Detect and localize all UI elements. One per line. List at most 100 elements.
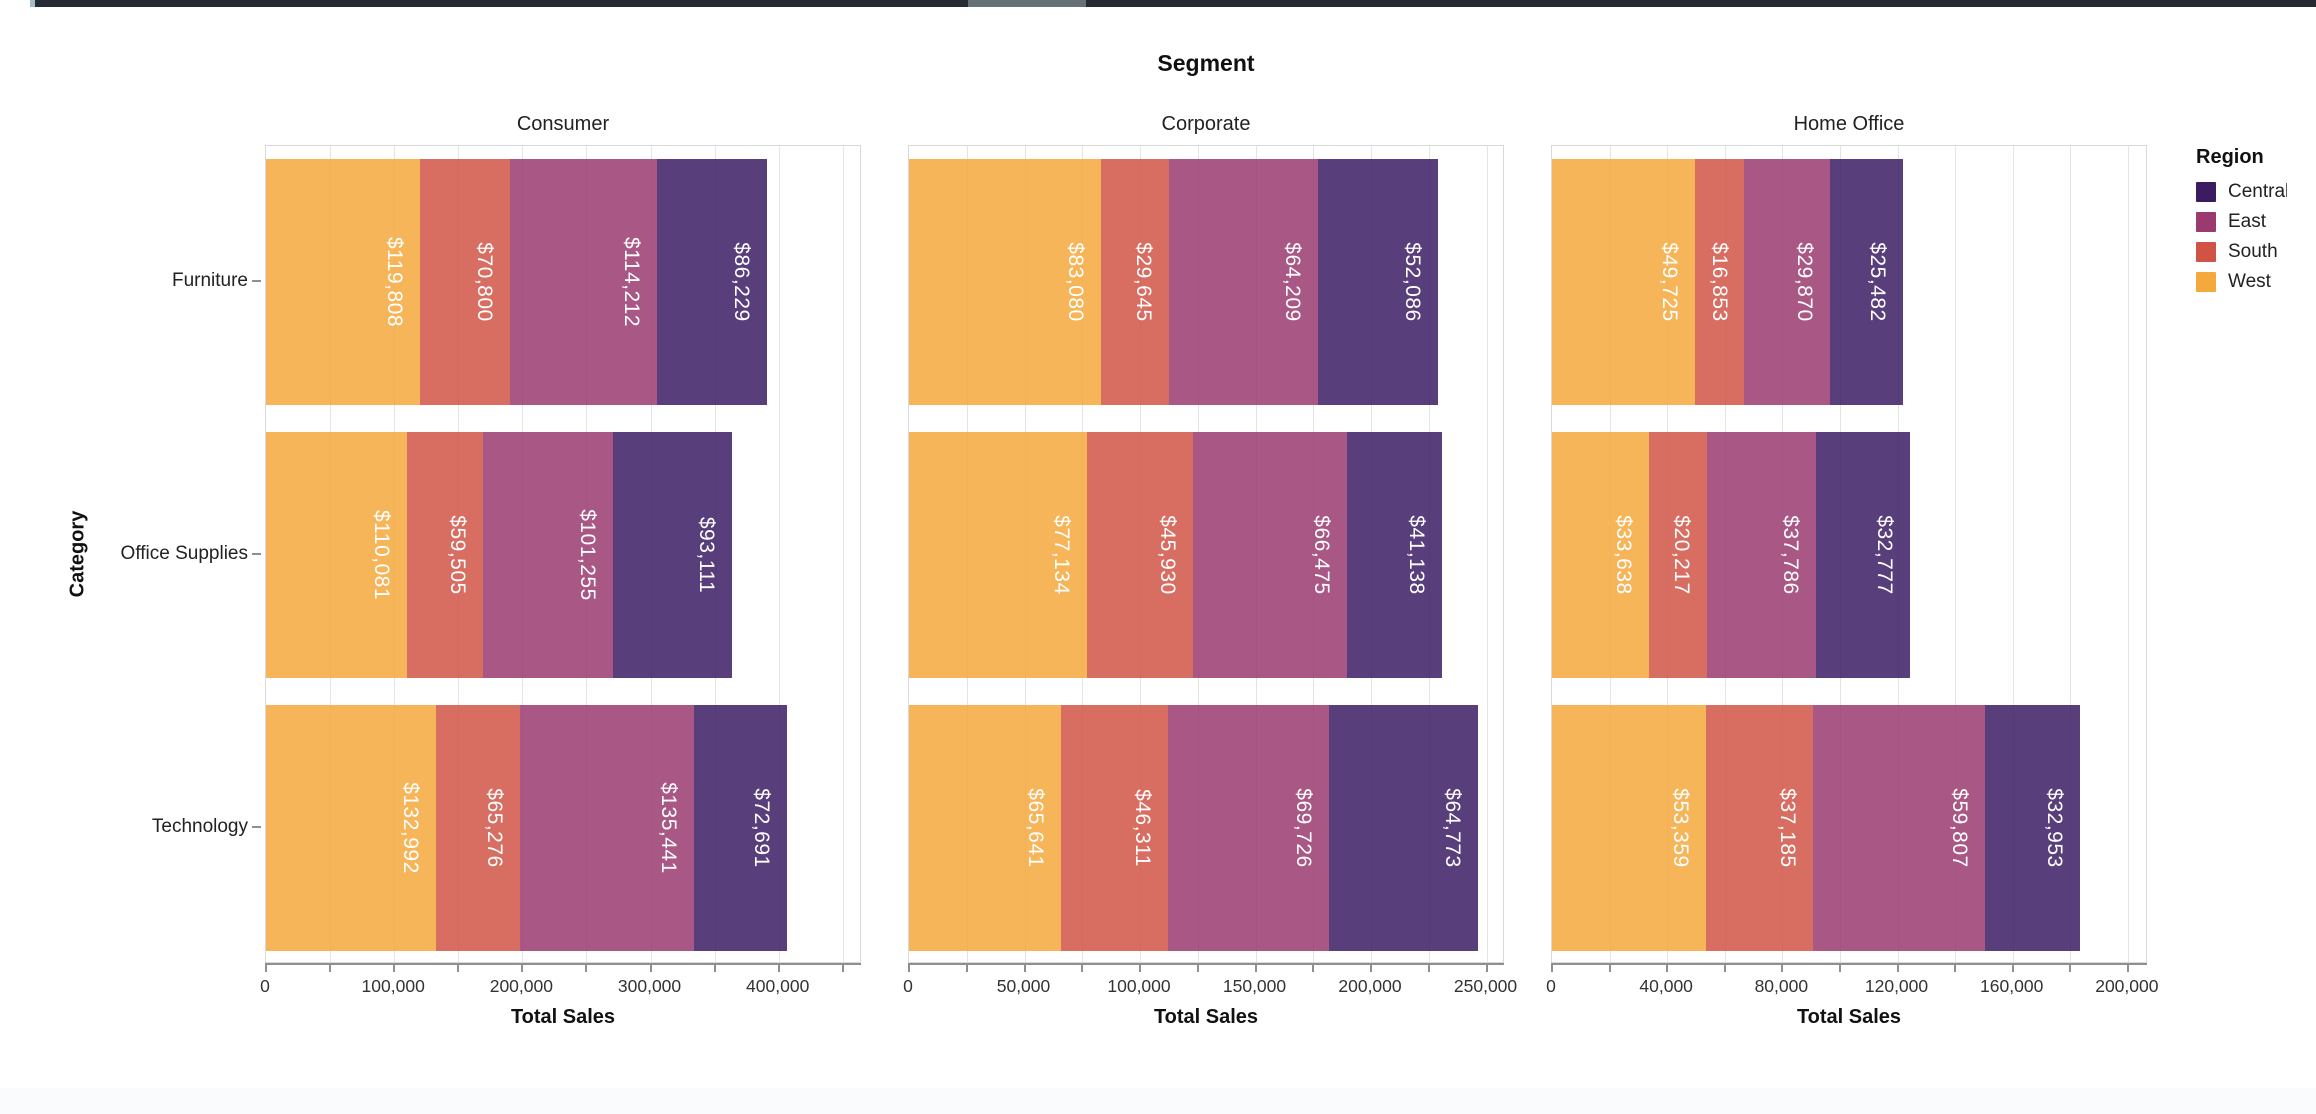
x-axis-tick (521, 965, 524, 972)
bar-segment-corporate-technology-central[interactable] (1328, 704, 1479, 951)
bar-segment-corporate-furniture-east[interactable] (1169, 159, 1318, 406)
x-axis-tick (1485, 965, 1488, 972)
bar-segment-consumer-furniture-south[interactable] (419, 159, 511, 406)
x-axis-tick-label: 400,000 (746, 976, 810, 996)
x-axis-tick-label: 0 (1546, 976, 1556, 996)
x-axis-tick-label: 100,000 (1107, 976, 1171, 996)
gridline (2070, 146, 2072, 962)
bar-segment-consumer-technology-south[interactable] (436, 704, 521, 951)
bar-segment-corporate-office-supplies-east[interactable] (1193, 432, 1347, 678)
gridline (1955, 146, 1957, 962)
legend-item-south[interactable]: South (2196, 241, 2316, 262)
legend-item-east[interactable]: East (2196, 211, 2316, 232)
x-axis-tick (265, 965, 267, 972)
legend-item-central[interactable]: Central (2196, 181, 2316, 202)
browser-chrome-sliver (30, 0, 2316, 7)
bar-segment-value-label: $65,276 (483, 787, 507, 868)
gridline (778, 146, 780, 962)
bar-segment-corporate-office-supplies-west[interactable] (909, 432, 1088, 678)
bar-segment-value-label: $33,638 (1611, 515, 1635, 595)
bar-segment-corporate-furniture-central[interactable] (1317, 159, 1439, 406)
x-axis-tick-label: 80,000 (1754, 976, 1809, 996)
x-axis-tick (713, 965, 716, 972)
bar-segment-value-label: $53,359 (1668, 787, 1692, 868)
bar-segment-consumer-technology-west[interactable] (266, 704, 437, 951)
bar-segment-consumer-technology-east[interactable] (520, 704, 694, 951)
bar-segment-home-office-technology-west[interactable] (1552, 704, 1706, 951)
bar-segment-consumer-furniture-central[interactable] (656, 159, 768, 406)
bar-segment-corporate-furniture-south[interactable] (1100, 159, 1170, 406)
x-axis-tick (908, 965, 910, 972)
bar-segment-home-office-office-supplies-east[interactable] (1707, 432, 1816, 678)
bar-segment-home-office-furniture-west[interactable] (1552, 159, 1696, 406)
x-axis-title: Total Sales (1153, 1006, 1259, 1028)
gridline (2127, 146, 2129, 962)
x-axis-tick-label: 300,000 (617, 976, 682, 996)
x-axis-tick (1312, 965, 1315, 972)
bar-segment-consumer-office-supplies-south[interactable] (407, 432, 484, 678)
y-axis-tick (252, 280, 261, 283)
bar-segment-consumer-office-supplies-central[interactable] (613, 432, 733, 678)
x-axis-tick (2011, 965, 2014, 972)
x-axis-tick (2069, 965, 2072, 972)
x-axis-tick (1896, 965, 1899, 972)
bar-segment-home-office-furniture-central[interactable] (1829, 159, 1904, 406)
bar-segment-value-label: $65,641 (1023, 787, 1047, 868)
y-axis-tick (252, 825, 261, 828)
bar-segment-home-office-furniture-south[interactable] (1695, 159, 1744, 406)
bar-segment-value-label: $52,086 (1401, 242, 1425, 323)
browser-tab-sliver[interactable] (968, 0, 1086, 7)
legend-swatch-south (2196, 241, 2216, 262)
bar-segment-corporate-office-supplies-south[interactable] (1087, 432, 1194, 678)
bar-segment-consumer-furniture-west[interactable] (266, 159, 420, 406)
x-axis-tick (1954, 965, 1957, 972)
bar-segment-home-office-furniture-east[interactable] (1743, 159, 1830, 406)
y-category-label-furniture: Furniture (171, 270, 248, 292)
x-axis-tick-label: 200,000 (489, 976, 553, 996)
x-axis-tick (1666, 965, 1669, 972)
legend-swatch-central (2196, 181, 2216, 202)
legend-label: West (2228, 270, 2271, 292)
bar-segment-corporate-furniture-west[interactable] (909, 159, 1101, 406)
bar-segment-value-label: $69,726 (1291, 787, 1315, 868)
bar-segment-value-label: $29,870 (1792, 242, 1816, 323)
bar-segment-corporate-office-supplies-central[interactable] (1346, 432, 1442, 678)
facet-title-home-office: Home Office (1793, 113, 1905, 135)
bar-segment-home-office-technology-south[interactable] (1705, 704, 1813, 951)
bar-segment-value-label: $64,209 (1280, 242, 1304, 323)
bar-segment-value-label: $59,807 (1947, 787, 1971, 868)
bar-segment-home-office-office-supplies-west[interactable] (1552, 432, 1649, 678)
bar-segment-value-label: $66,475 (1309, 515, 1333, 595)
bar-segment-value-label: $59,505 (446, 515, 470, 595)
bar-segment-corporate-technology-west[interactable] (909, 704, 1061, 951)
bar-segment-value-label: $101,255 (576, 509, 600, 601)
x-axis-tick-label: 0 (903, 976, 913, 996)
bar-segment-value-label: $32,777 (1873, 515, 1897, 595)
x-axis-tick (649, 965, 652, 972)
bar-segment-consumer-office-supplies-east[interactable] (483, 432, 614, 678)
bar-segment-corporate-technology-east[interactable] (1167, 704, 1329, 951)
x-axis-tick-label: 120,000 (1864, 976, 1929, 996)
bar-segment-home-office-technology-central[interactable] (1984, 704, 2080, 951)
bar-segment-value-label: $16,853 (1708, 242, 1732, 323)
x-axis-tick-label: 250,000 (1453, 976, 1518, 996)
bar-segment-home-office-office-supplies-south[interactable] (1648, 432, 1708, 678)
x-axis-tick-label: 200,000 (1338, 976, 1402, 996)
legend-item-west[interactable]: West (2196, 271, 2316, 292)
x-axis-tick-label: 160,000 (1980, 976, 2044, 996)
bar-segment-consumer-technology-central[interactable] (693, 704, 787, 951)
bar-segment-home-office-office-supplies-central[interactable] (1815, 432, 1911, 678)
y-axis-tick (252, 553, 261, 555)
chart-title: Segment (1157, 50, 1255, 76)
bar-segment-consumer-office-supplies-west[interactable] (266, 432, 408, 678)
bar-segment-consumer-furniture-east[interactable] (510, 159, 657, 406)
x-axis-title: Total Sales (510, 1006, 616, 1028)
bar-segment-value-label: $46,311 (1130, 788, 1154, 867)
bar-segment-home-office-technology-east[interactable] (1812, 704, 1985, 951)
x-axis-tick (1551, 965, 1553, 972)
y-category-label-technology: Technology (151, 815, 248, 837)
x-axis-tick (1023, 965, 1026, 972)
bar-segment-value-label: $45,930 (1156, 515, 1180, 595)
bar-segment-corporate-technology-south[interactable] (1060, 704, 1168, 951)
legend-label: South (2228, 240, 2278, 262)
